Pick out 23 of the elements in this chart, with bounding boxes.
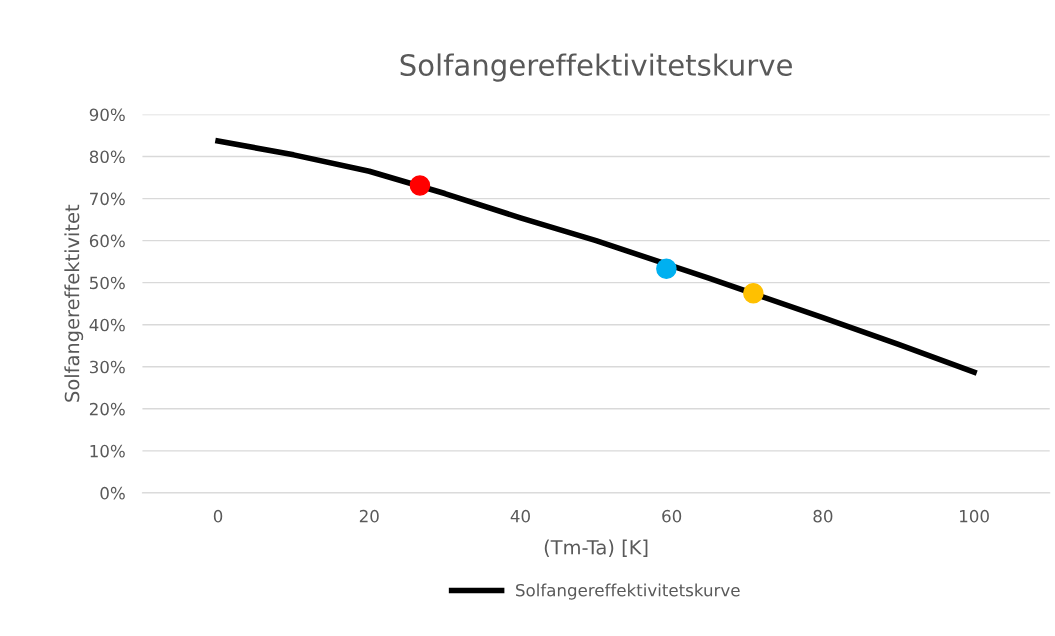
- y-tick-label: 20%: [89, 402, 125, 416]
- y-tick-label: 80%: [89, 150, 125, 164]
- x-tick-label: 60: [662, 509, 682, 523]
- y-tick-label: 50%: [90, 276, 125, 290]
- y-tick-label: 10%: [90, 444, 125, 458]
- x-tick-label: 100: [960, 509, 989, 523]
- y-tick-label: 30%: [89, 360, 125, 374]
- point: [409, 175, 431, 196]
- x-tick-label: 40: [510, 509, 530, 523]
- y-tick-label: 70%: [90, 192, 125, 206]
- y-axis-title: Solfangereffektivitet: [64, 204, 84, 402]
- y-tick-label: 60%: [89, 234, 125, 248]
- legend-label: Solfangereffektivitetskurve: [516, 583, 740, 600]
- y-tick-label: 0%: [100, 486, 125, 500]
- chart-title: Solfangereffektivitetskurve: [400, 53, 792, 82]
- x-tick-label: 0: [213, 509, 223, 523]
- x-tick-label: 80: [813, 509, 833, 523]
- y-tick-label: 40%: [89, 318, 125, 332]
- point: [656, 258, 677, 280]
- y-tick-label: 90%: [89, 108, 125, 122]
- x-axis-title: (Tm-Ta) [K]: [544, 539, 648, 557]
- x-tick-label: 20: [359, 509, 379, 523]
- point: [743, 282, 764, 304]
